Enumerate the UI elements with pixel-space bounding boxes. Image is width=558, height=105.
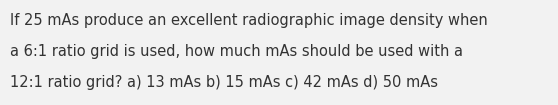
Text: a 6:1 ratio grid is used, how much mAs should be used with a: a 6:1 ratio grid is used, how much mAs s… (10, 44, 463, 59)
Text: If 25 mAs produce an excellent radiographic image density when: If 25 mAs produce an excellent radiograp… (10, 13, 488, 28)
Text: 12:1 ratio grid? a) 13 mAs b) 15 mAs c) 42 mAs d) 50 mAs: 12:1 ratio grid? a) 13 mAs b) 15 mAs c) … (10, 75, 438, 90)
